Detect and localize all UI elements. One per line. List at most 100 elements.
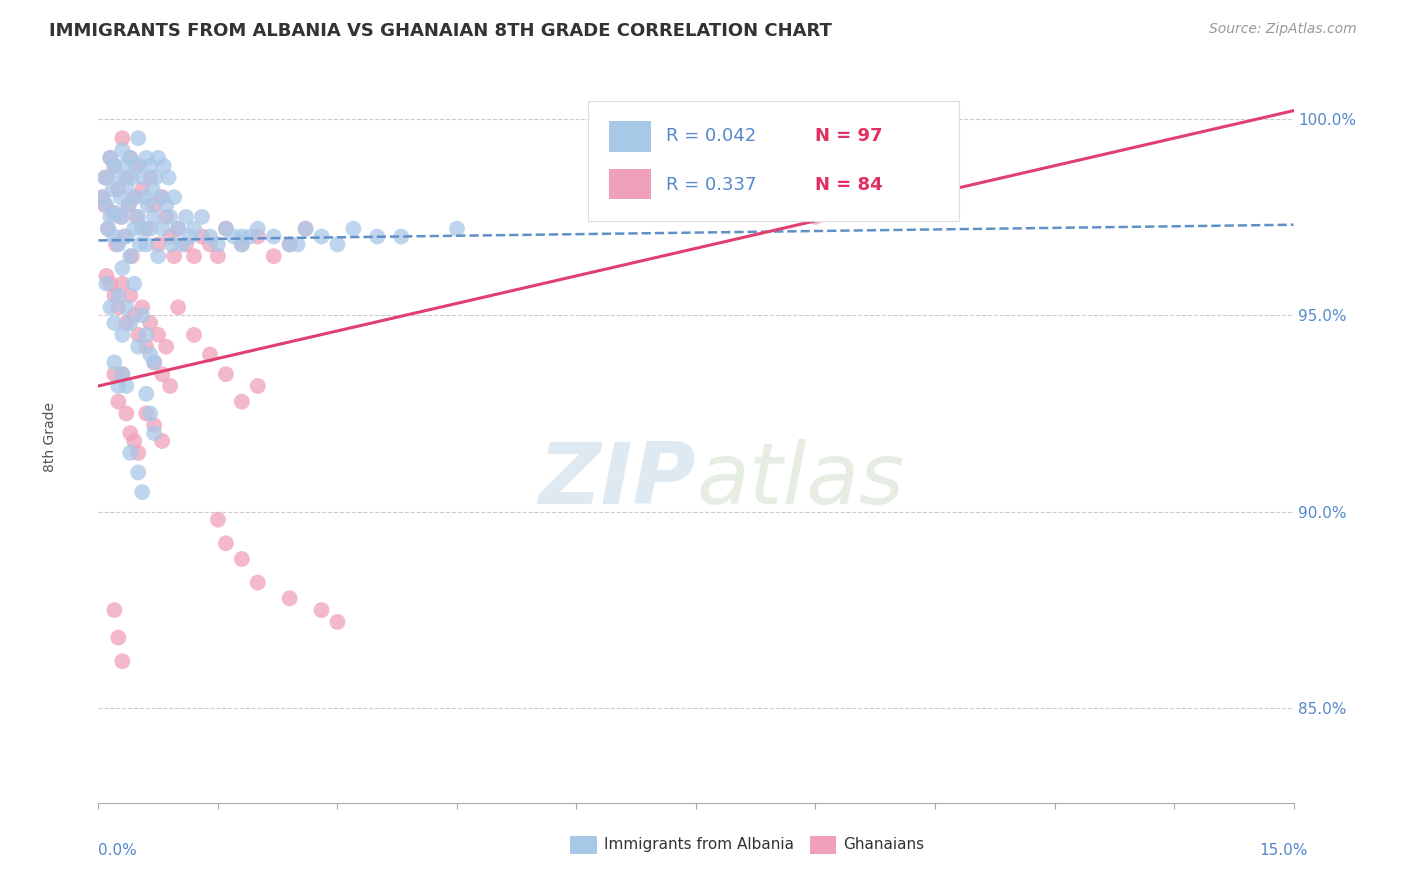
- Point: [139, 159, 162, 173]
- Point: [118, 198, 141, 212]
- Point: [110, 190, 132, 204]
- Point: [191, 229, 214, 244]
- Point: [124, 190, 146, 204]
- Point: [125, 210, 148, 224]
- Text: 15.0%: 15.0%: [1260, 843, 1308, 858]
- Point: [311, 229, 333, 244]
- Point: [107, 379, 129, 393]
- Point: [155, 210, 177, 224]
- Text: ZIP: ZIP: [538, 440, 696, 523]
- Point: [179, 229, 201, 244]
- Point: [131, 170, 153, 185]
- Point: [103, 355, 125, 369]
- Point: [124, 308, 146, 322]
- Point: [103, 288, 125, 302]
- Point: [120, 288, 142, 302]
- Bar: [609, 121, 651, 152]
- Text: atlas: atlas: [696, 440, 904, 523]
- Point: [342, 221, 364, 235]
- Point: [98, 277, 122, 291]
- Point: [167, 221, 190, 235]
- Point: [135, 221, 157, 235]
- FancyBboxPatch shape: [589, 101, 959, 221]
- Point: [101, 206, 124, 220]
- Point: [231, 394, 253, 409]
- Point: [207, 249, 229, 263]
- Point: [91, 190, 114, 204]
- Point: [139, 221, 162, 235]
- Point: [174, 237, 197, 252]
- Point: [115, 316, 138, 330]
- Point: [131, 308, 153, 322]
- Point: [366, 229, 388, 244]
- Point: [143, 426, 166, 441]
- Point: [167, 301, 190, 315]
- Point: [98, 151, 122, 165]
- Point: [231, 552, 253, 566]
- Point: [148, 151, 170, 165]
- Point: [115, 301, 138, 315]
- Point: [172, 237, 194, 252]
- Point: [246, 221, 269, 235]
- Point: [155, 340, 177, 354]
- Point: [120, 151, 142, 165]
- Point: [111, 277, 134, 291]
- Point: [103, 159, 125, 173]
- Point: [111, 367, 134, 381]
- Point: [143, 355, 166, 369]
- Point: [111, 260, 134, 275]
- Point: [150, 367, 173, 381]
- Point: [198, 347, 221, 361]
- Point: [107, 631, 129, 645]
- Point: [111, 143, 134, 157]
- Point: [294, 221, 316, 235]
- Point: [91, 190, 114, 204]
- Point: [207, 513, 229, 527]
- Point: [183, 327, 205, 342]
- Point: [159, 229, 181, 244]
- Point: [125, 159, 148, 173]
- Point: [167, 221, 190, 235]
- Point: [127, 466, 149, 480]
- Point: [96, 277, 118, 291]
- Point: [107, 237, 129, 252]
- Point: [121, 170, 143, 185]
- Point: [215, 221, 238, 235]
- Point: [135, 151, 157, 165]
- Point: [263, 229, 285, 244]
- Point: [97, 221, 120, 235]
- Point: [115, 407, 138, 421]
- Point: [124, 434, 146, 448]
- Text: R = 0.337: R = 0.337: [666, 176, 756, 194]
- Text: R = 0.042: R = 0.042: [666, 128, 756, 145]
- Point: [96, 198, 118, 212]
- Point: [159, 210, 181, 224]
- Point: [222, 229, 245, 244]
- Point: [163, 190, 186, 204]
- Point: [98, 151, 122, 165]
- Point: [131, 182, 153, 196]
- Point: [215, 221, 238, 235]
- Point: [120, 316, 142, 330]
- Point: [112, 229, 135, 244]
- Point: [128, 237, 150, 252]
- Point: [231, 229, 253, 244]
- Point: [150, 190, 173, 204]
- Point: [174, 210, 197, 224]
- Point: [127, 327, 149, 342]
- Point: [142, 182, 165, 196]
- Point: [120, 426, 142, 441]
- Point: [103, 316, 125, 330]
- Point: [160, 237, 183, 252]
- Point: [149, 190, 172, 204]
- Point: [191, 210, 214, 224]
- Point: [148, 237, 170, 252]
- Point: [124, 221, 146, 235]
- Point: [120, 249, 142, 263]
- Point: [278, 237, 301, 252]
- Bar: [571, 836, 596, 854]
- Point: [111, 367, 134, 381]
- Point: [183, 221, 205, 235]
- Point: [311, 603, 333, 617]
- Point: [145, 170, 167, 185]
